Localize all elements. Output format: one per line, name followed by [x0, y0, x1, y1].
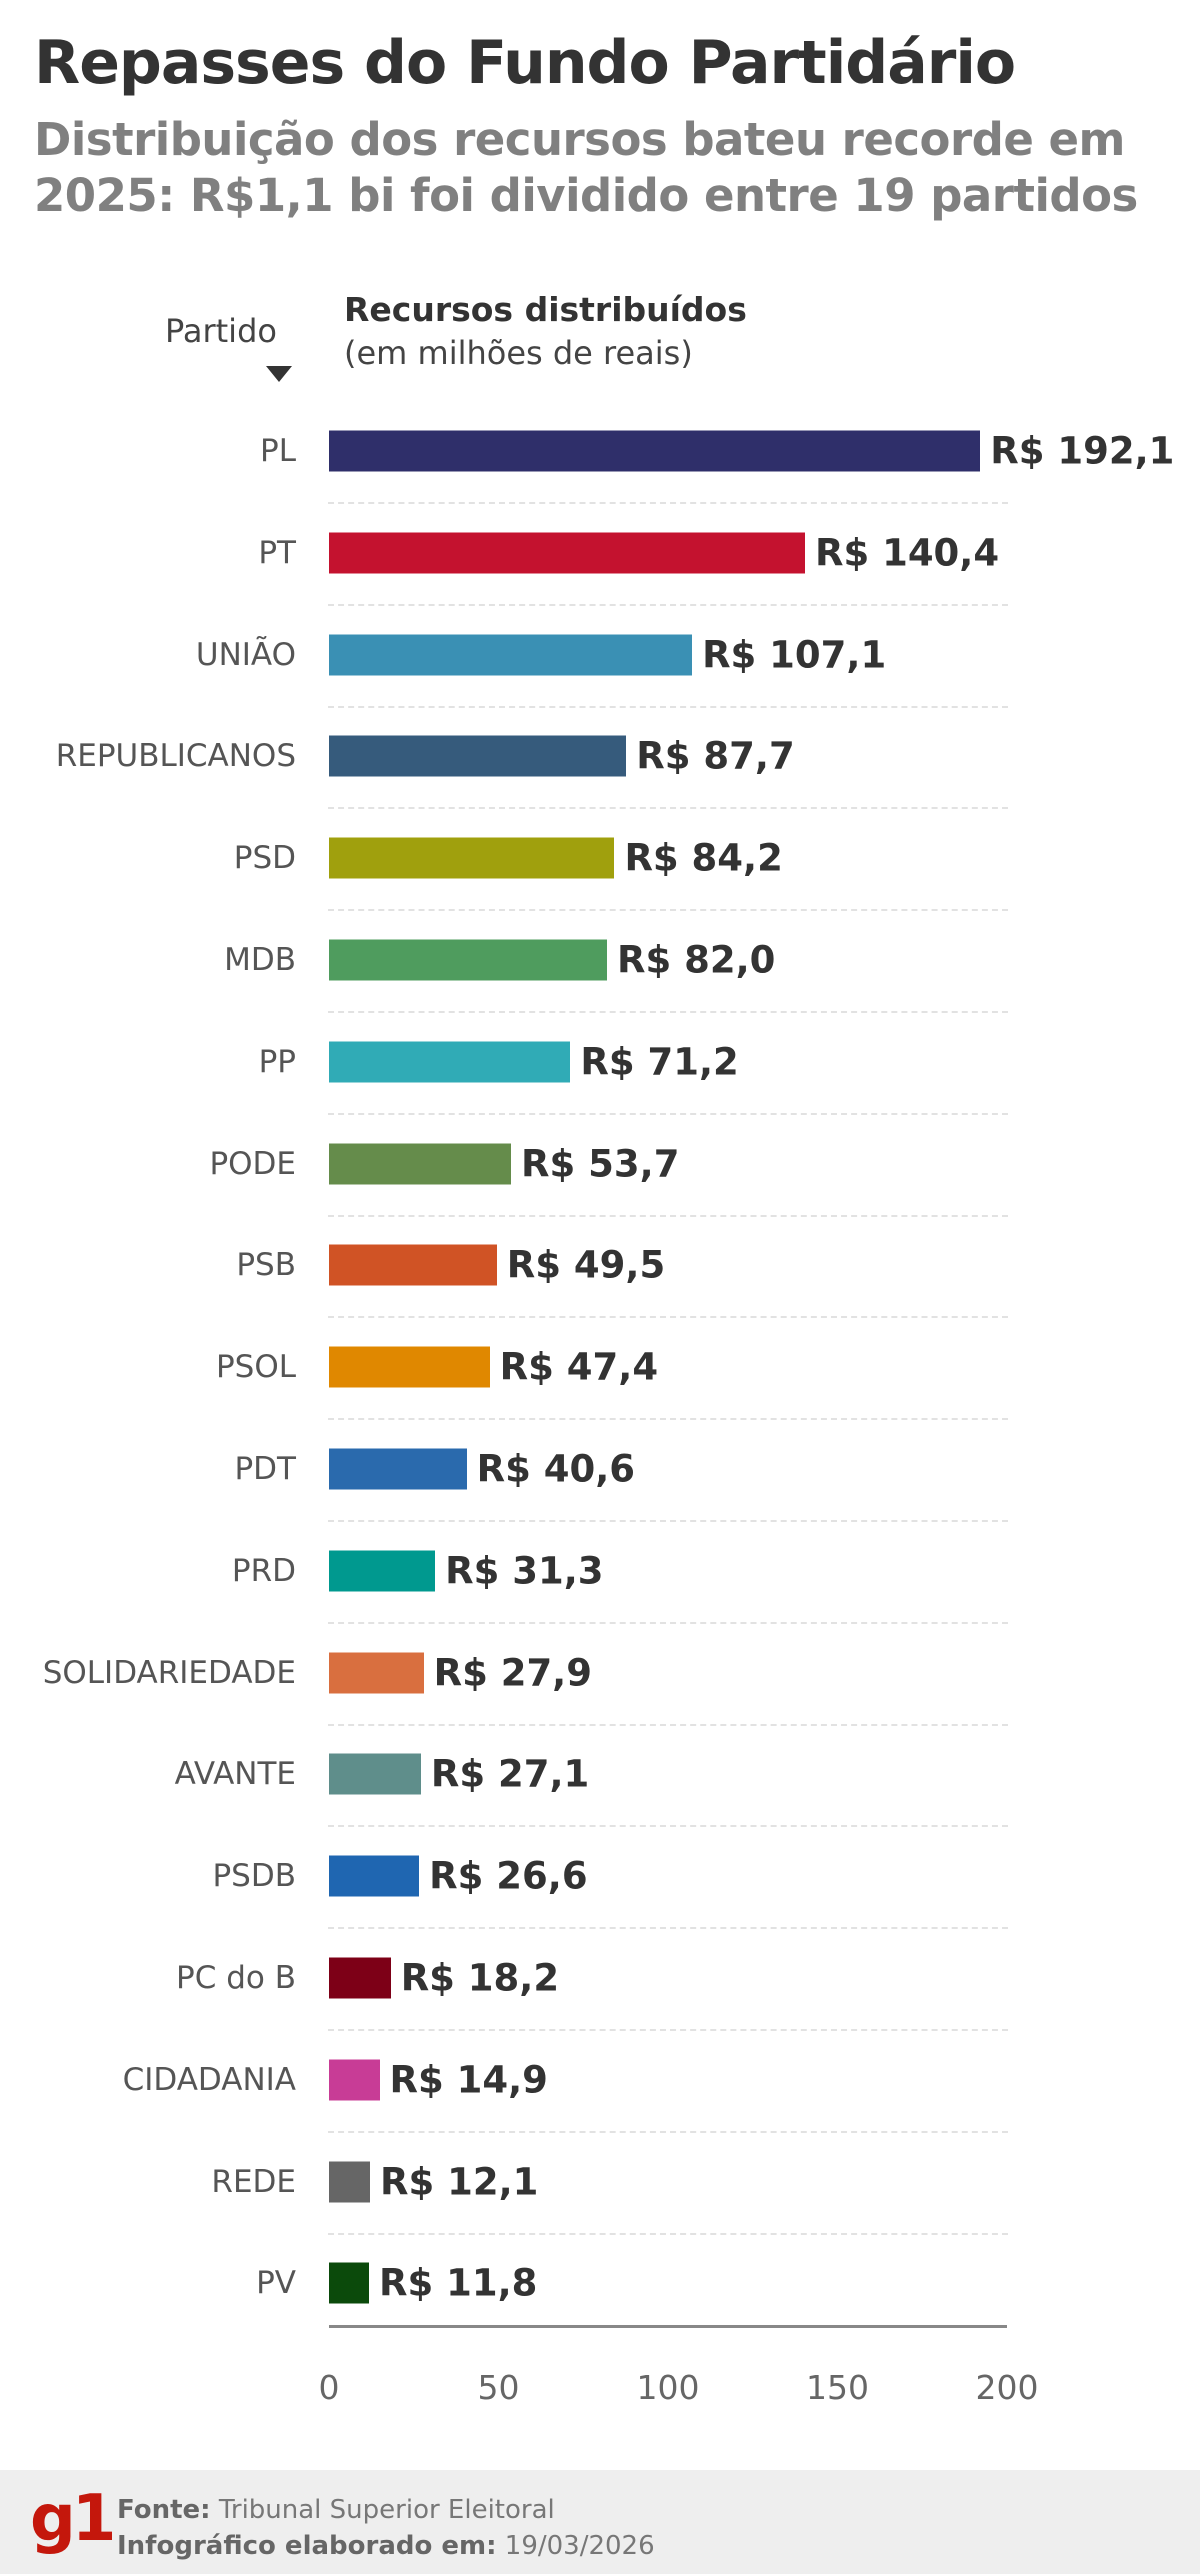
row-separator: [328, 1112, 1008, 1115]
category-label: PL: [260, 433, 296, 469]
category-label: CIDADANIA: [122, 2061, 296, 2098]
category-label: PC do B: [176, 1960, 296, 1996]
x-tick-label: 50: [477, 2368, 520, 2407]
row-separator: [328, 1927, 1008, 1930]
category-label: REPUBLICANOS: [55, 738, 296, 775]
value-label: R$ 12,1: [380, 2160, 539, 2204]
category-label: SOLIDARIEDADE: [42, 1654, 296, 1691]
category-label: PSD: [233, 840, 296, 877]
bar: [329, 634, 693, 676]
value-label: R$ 107,1: [702, 633, 887, 677]
bar: [329, 939, 607, 981]
category-label: PT: [258, 534, 296, 571]
value-label: R$ 140,4: [814, 531, 1000, 575]
bar: [329, 2161, 371, 2203]
source-note: Fonte: Tribunal Superior Eleitoral Infog…: [117, 2492, 655, 2564]
bar: [329, 837, 615, 879]
bar: [329, 2262, 369, 2304]
value-label: R$ 27,1: [430, 1752, 590, 1796]
date-text: 19/03/2026: [504, 2531, 655, 2561]
bar: [329, 1041, 571, 1083]
category-label: PODE: [209, 1145, 296, 1182]
category-label: PP: [258, 1043, 296, 1080]
source-text: Tribunal Superior Eleitoral: [218, 2495, 555, 2525]
value-label: R$ 49,5: [506, 1243, 666, 1287]
bar: [329, 1957, 391, 1999]
x-tick-label: 100: [636, 2368, 700, 2407]
bar: [329, 1448, 467, 1490]
row-separator: [328, 1214, 1008, 1217]
row-separator: [328, 501, 1008, 504]
category-label: AVANTE: [174, 1756, 296, 1793]
sort-down-arrow-icon: [266, 366, 292, 382]
value-label: R$ 192,1: [990, 429, 1175, 473]
bar: [329, 532, 805, 574]
source-label: Fonte:: [117, 2495, 211, 2525]
row-separator: [328, 2130, 1008, 2133]
value-label: R$ 53,7: [521, 1142, 680, 1186]
row-separator: [328, 1825, 1008, 1828]
row-separator: [328, 1723, 1008, 1726]
value-label: R$ 11,8: [379, 2261, 538, 2305]
bar: [329, 1855, 420, 1897]
value-label: R$ 84,2: [624, 836, 783, 880]
value-label: R$ 87,7: [636, 734, 795, 778]
value-label: R$ 14,9: [389, 2058, 548, 2102]
chart-title: Repasses do Fundo Partidário: [34, 28, 1016, 98]
x-tick-label: 200: [975, 2368, 1039, 2407]
category-label: REDE: [211, 2163, 296, 2200]
row-separator: [328, 909, 1008, 912]
bar: [329, 1652, 424, 1694]
bar: [329, 1143, 512, 1185]
value-label: R$ 47,4: [499, 1345, 659, 1389]
bar: [329, 1550, 436, 1592]
bar: [329, 1346, 490, 1388]
bar: [329, 735, 627, 777]
row-separator: [328, 1316, 1008, 1319]
value-label: R$ 31,3: [445, 1549, 604, 1593]
row-separator: [328, 2028, 1008, 2031]
value-label: R$ 40,6: [476, 1447, 636, 1491]
value-label: R$ 82,0: [616, 938, 776, 982]
row-separator: [328, 807, 1008, 810]
value-label: R$ 27,9: [433, 1651, 592, 1695]
bar: [329, 1753, 421, 1795]
g1-logo: g1: [30, 2482, 116, 2556]
category-header: Partido: [165, 312, 277, 350]
row-separator: [328, 1418, 1008, 1421]
footer: [0, 2470, 1200, 2574]
row-separator: [328, 1621, 1008, 1624]
category-label: PSB: [236, 1247, 296, 1284]
bar: [329, 1244, 497, 1286]
chart-subtitle: Distribuição dos recursos bateu recorde …: [34, 113, 1138, 222]
row-separator: [328, 603, 1008, 606]
row-separator: [328, 1519, 1008, 1522]
category-label: PSOL: [215, 1349, 296, 1386]
value-label: R$ 18,2: [400, 1956, 560, 2000]
bar: [329, 2059, 380, 2101]
category-label: PDT: [234, 1451, 296, 1487]
x-tick-label: 150: [806, 2368, 869, 2407]
bar: [329, 430, 981, 472]
date-label: Infográfico elaborado em:: [117, 2531, 497, 2561]
category-label: PSDB: [212, 1858, 296, 1895]
category-label: MDB: [224, 942, 296, 978]
x-axis-line: [329, 2325, 1007, 2328]
value-header: Recursos distribuídos: [344, 290, 747, 329]
x-tick-label: 0: [318, 2368, 340, 2407]
value-unit: (em milhões de reais): [344, 334, 693, 372]
row-separator: [328, 705, 1008, 708]
row-separator: [328, 1010, 1008, 1013]
category-label: UNIÃO: [195, 636, 296, 673]
category-label: PRD: [231, 1552, 296, 1589]
row-separator: [328, 2232, 1008, 2235]
category-label: PV: [256, 2265, 296, 2302]
value-label: R$ 26,6: [429, 1854, 588, 1898]
value-label: R$ 71,2: [580, 1040, 739, 1084]
